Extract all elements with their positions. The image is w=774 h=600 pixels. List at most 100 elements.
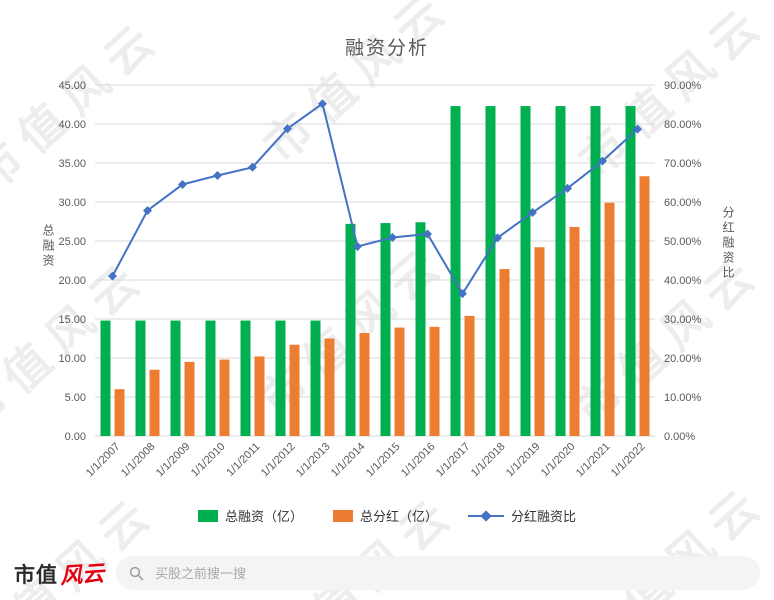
y-tick-right: 0.00% xyxy=(664,431,695,443)
legend-item-total-dividend: 总分红（亿） xyxy=(332,506,438,525)
brand-logo: 市值 风云 xyxy=(14,557,105,589)
line-marker xyxy=(143,206,152,216)
bar-series-0 xyxy=(415,222,426,436)
line-marker xyxy=(598,156,607,166)
y-tick-left: 5.00 xyxy=(65,392,86,404)
bar-series-1 xyxy=(499,269,510,436)
y-tick-right: 60.00% xyxy=(664,197,702,209)
legend-item-total-financing: 总融资（亿） xyxy=(197,506,303,525)
search-input[interactable] xyxy=(153,564,747,582)
line-marker xyxy=(283,124,292,134)
legend-swatch-total-dividend xyxy=(332,509,353,522)
line-marker xyxy=(563,183,572,193)
bar-series-0 xyxy=(275,320,286,436)
y-tick-left: 25.00 xyxy=(58,236,86,248)
logo-shizhi: 市值 xyxy=(14,564,58,587)
y-tick-left: 35.00 xyxy=(58,158,86,170)
line-marker xyxy=(318,99,327,109)
bar-series-1 xyxy=(219,359,230,436)
y-tick-right: 20.00% xyxy=(664,353,702,365)
y-tick-right: 40.00% xyxy=(664,275,702,287)
y-tick-left: 10.00 xyxy=(58,353,86,365)
bar-series-1 xyxy=(324,338,335,436)
chart-legend: 总融资（亿） 总分红（亿） 分红融资比 xyxy=(0,506,774,525)
y-tick-left: 30.00 xyxy=(58,197,86,209)
x-tick: 1/1/2020 xyxy=(539,441,578,480)
x-tick: 1/1/2019 xyxy=(504,441,543,480)
line-marker xyxy=(388,232,397,242)
line-marker xyxy=(353,241,362,251)
x-tick: 1/1/2009 xyxy=(154,441,193,480)
logo-fengyun: 风云 xyxy=(59,560,105,589)
bar-series-0 xyxy=(485,106,496,436)
bar-series-1 xyxy=(184,361,195,436)
legend-label-dividend-ratio: 分红融资比 xyxy=(511,509,577,524)
bar-series-0 xyxy=(170,320,181,436)
bar-series-0 xyxy=(380,223,391,436)
y-tick-left: 45.00 xyxy=(58,80,86,92)
line-marker xyxy=(108,271,117,281)
legend-swatch-dividend-ratio xyxy=(468,509,504,522)
y-tick-right: 50.00% xyxy=(664,236,702,248)
bar-series-1 xyxy=(289,344,300,436)
bar-series-0 xyxy=(135,320,146,436)
y-tick-right: 90.00% xyxy=(664,80,702,92)
line-marker xyxy=(213,170,222,180)
line-marker xyxy=(633,124,642,134)
y-tick-right: 10.00% xyxy=(664,392,702,404)
line-marker xyxy=(528,208,537,218)
search-bar[interactable] xyxy=(116,556,760,590)
x-tick: 1/1/2012 xyxy=(259,441,298,480)
ratio-line xyxy=(111,102,639,296)
y-tick-left: 40.00 xyxy=(58,119,86,131)
x-tick: 1/1/2013 xyxy=(294,441,333,480)
legend-label-total-dividend: 总分红（亿） xyxy=(359,509,438,524)
y-tick-right: 30.00% xyxy=(664,314,702,326)
bar-series-1 xyxy=(114,389,125,436)
bar-series-1 xyxy=(569,226,580,436)
x-tick: 1/1/2015 xyxy=(364,441,403,480)
line-marker xyxy=(178,179,187,189)
bar-series-0 xyxy=(450,106,461,436)
legend-label-total-financing: 总融资（亿） xyxy=(224,509,303,524)
search-icon xyxy=(129,566,144,580)
x-tick: 1/1/2022 xyxy=(609,441,648,480)
x-tick: 1/1/2010 xyxy=(189,441,228,480)
left-axis-title: 总融资 xyxy=(41,224,55,269)
bar-series-1 xyxy=(394,327,405,436)
line-marker xyxy=(458,289,467,299)
footer: 市值 风云 xyxy=(14,554,760,592)
y-tick-right: 70.00% xyxy=(664,158,702,170)
y-tick-left: 15.00 xyxy=(58,314,86,326)
bar-series-0 xyxy=(555,106,566,436)
legend-swatch-total-financing xyxy=(197,509,218,522)
x-tick: 1/1/2014 xyxy=(329,441,368,480)
bar-series-1 xyxy=(604,202,615,436)
bar-series-1 xyxy=(534,247,545,436)
bar-series-1 xyxy=(254,356,265,436)
bar-series-0 xyxy=(625,106,636,436)
x-tick: 1/1/2017 xyxy=(434,441,473,480)
bar-series-0 xyxy=(520,106,531,436)
x-tick: 1/1/2016 xyxy=(399,441,438,480)
x-tick: 1/1/2007 xyxy=(84,441,123,480)
line-marker xyxy=(423,229,432,239)
right-axis-title: 分红融资比 xyxy=(721,206,735,281)
y-tick-left: 20.00 xyxy=(58,275,86,287)
x-tick: 1/1/2008 xyxy=(119,441,158,480)
bar-series-1 xyxy=(359,333,370,436)
bar-series-1 xyxy=(639,176,650,436)
bar-series-0 xyxy=(345,223,356,436)
chart-title: 融资分析 xyxy=(344,38,429,59)
line-marker xyxy=(248,162,257,172)
legend-item-dividend-ratio: 分红融资比 xyxy=(468,506,576,525)
y-tick-left: 0.00 xyxy=(65,431,86,443)
line-marker xyxy=(493,233,502,243)
bar-series-1 xyxy=(464,315,475,436)
bar-series-0 xyxy=(100,320,111,436)
bar-series-0 xyxy=(240,320,251,436)
bar-series-0 xyxy=(590,106,601,436)
x-tick: 1/1/2021 xyxy=(574,441,613,480)
